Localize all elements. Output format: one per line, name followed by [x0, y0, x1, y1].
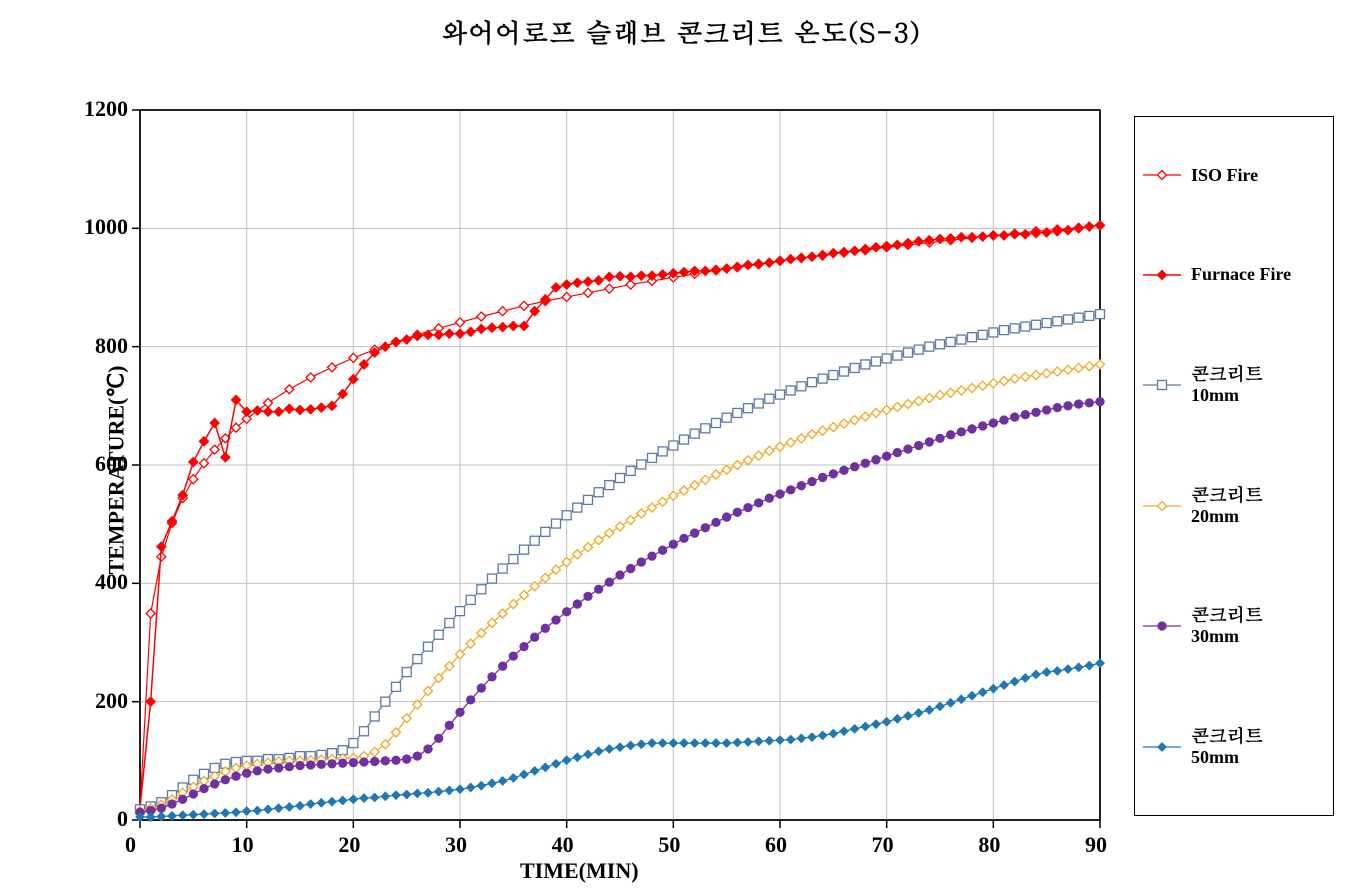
chart-title: 와어어로프 슬래브 콘크리트 온도(S-3): [0, 0, 1362, 50]
x-axis-label: TIME(MIN): [520, 858, 639, 884]
legend-label: Furnace Fire: [1191, 264, 1291, 285]
legend-label: ISO Fire: [1191, 165, 1258, 186]
y-tick-label: 400: [95, 569, 128, 595]
x-tick-label: 70: [872, 832, 894, 858]
x-tick-label: 10: [232, 832, 254, 858]
legend-item: Furnace Fire: [1141, 264, 1327, 285]
y-tick-label: 200: [95, 688, 128, 714]
legend-label: 콘크리트50mm: [1191, 726, 1263, 767]
x-tick-label: 60: [765, 832, 787, 858]
chart-area: TEMPERATURE(℃) TIME(MIN) ISO FireFurnace…: [0, 50, 1362, 890]
legend-item: 콘크리트10mm: [1141, 364, 1327, 405]
legend-label: 콘크리트20mm: [1191, 485, 1263, 526]
y-tick-label: 0: [117, 806, 128, 832]
y-tick-label: 600: [95, 451, 128, 477]
x-tick-label: 30: [445, 832, 467, 858]
y-tick-label: 1200: [84, 96, 128, 122]
x-tick-label: 40: [552, 832, 574, 858]
y-tick-label: 1000: [84, 214, 128, 240]
x-tick-label: 80: [978, 832, 1000, 858]
x-tick-label: 0: [125, 832, 136, 858]
y-tick-label: 800: [95, 333, 128, 359]
legend: ISO Fire Furnace Fire 콘크리트10mm 콘크리트20mm 콘크리트…: [1134, 116, 1334, 816]
x-tick-label: 20: [338, 832, 360, 858]
x-tick-label: 90: [1085, 832, 1107, 858]
legend-label: 콘크리트30mm: [1191, 605, 1263, 646]
legend-label: 콘크리트10mm: [1191, 364, 1263, 405]
x-tick-label: 50: [658, 832, 680, 858]
legend-item: 콘크리트50mm: [1141, 726, 1327, 767]
legend-item: ISO Fire: [1141, 165, 1327, 186]
legend-item: 콘크리트20mm: [1141, 485, 1327, 526]
legend-item: 콘크리트30mm: [1141, 605, 1327, 646]
